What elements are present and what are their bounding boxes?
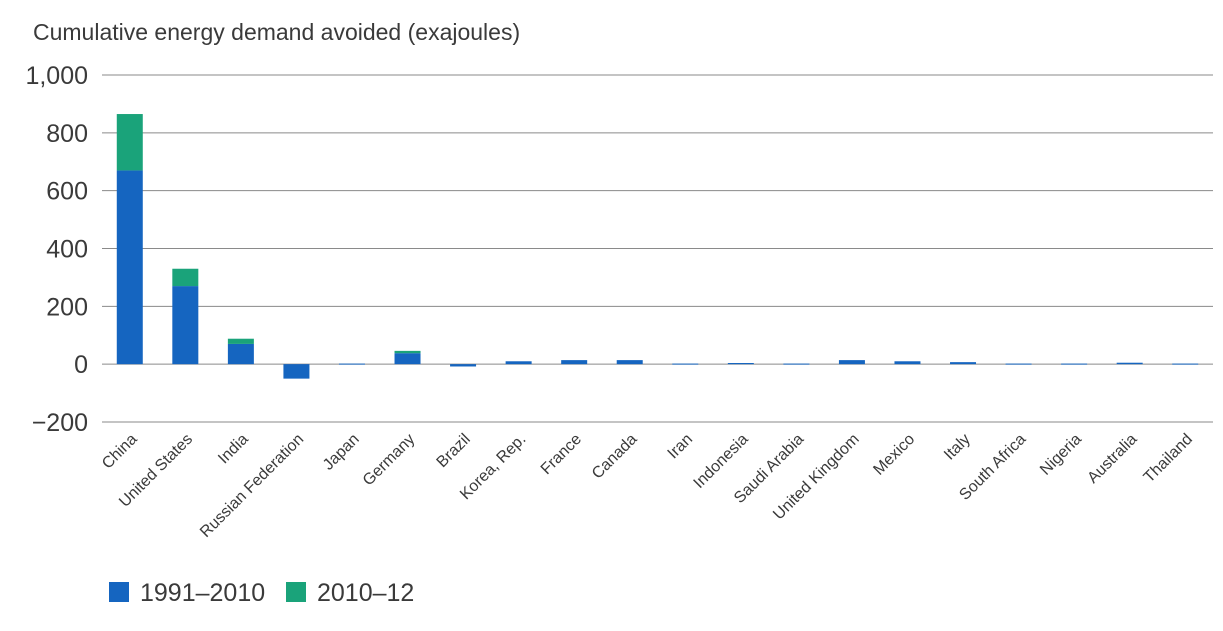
bar-series1: [838, 360, 865, 365]
bar-series2: [227, 338, 254, 344]
x-tick-label: Brazil: [434, 431, 474, 471]
bar-series1: [227, 343, 254, 365]
bar-series1: [727, 363, 754, 365]
bar-series1: [672, 363, 699, 365]
bar-series1: [116, 170, 143, 365]
x-tick-label: Italy: [941, 431, 974, 464]
bar-series1: [505, 361, 532, 365]
bar-series1: [1116, 362, 1143, 365]
bar-series1: [394, 353, 421, 365]
x-tick-label: France: [538, 431, 585, 478]
bar-series1: [283, 364, 310, 379]
legend-swatch: [109, 582, 129, 602]
x-tick-label: Australia: [1084, 431, 1140, 487]
x-tick-label: Mexico: [870, 431, 918, 479]
x-tick-label: Russian Federation: [197, 431, 307, 541]
x-tick-label: Germany: [360, 431, 419, 490]
y-tick-label: 600: [46, 178, 88, 206]
gridlines: [102, 74, 1213, 423]
y-tick-label: 0: [74, 351, 88, 379]
chart-title: Cumulative energy demand avoided (exajou…: [33, 19, 520, 45]
x-tick-label: Canada: [589, 431, 641, 483]
x-tick-label: India: [215, 431, 252, 468]
x-tick-label: China: [99, 431, 141, 473]
bar-series1: [950, 362, 977, 365]
bar-series2: [394, 350, 421, 354]
y-tick-label: −200: [32, 409, 88, 437]
bar-series1: [616, 360, 643, 365]
bar-series2: [172, 268, 199, 287]
bar-series1: [338, 363, 365, 365]
bar-series1: [783, 363, 810, 365]
x-tick-label: Nigeria: [1037, 431, 1085, 479]
y-tick-label: 400: [46, 236, 88, 264]
y-tick-label: 200: [46, 293, 88, 321]
bar-series1: [450, 364, 477, 367]
x-tick-label: Japan: [320, 431, 363, 474]
y-tick-labels: −200 0 200 400 600 800 1,000: [25, 62, 88, 437]
bar-series2: [116, 114, 143, 171]
bar-series1: [1005, 363, 1032, 365]
x-tick-label: Iran: [665, 431, 697, 463]
bar-series1: [894, 361, 921, 365]
bar-series1: [172, 286, 199, 365]
bars: [116, 114, 1199, 379]
legend-label: 1991–2010: [140, 579, 265, 607]
legend: 1991–2010 2010–12: [109, 579, 414, 607]
bar-series1: [1061, 363, 1088, 365]
legend-label: 2010–12: [317, 579, 414, 607]
y-tick-label: 1,000: [25, 62, 88, 90]
bar-series1: [561, 360, 588, 365]
y-tick-label: 800: [46, 120, 88, 148]
x-tick-label: Thailand: [1141, 431, 1196, 486]
bar-series1: [1172, 363, 1199, 365]
legend-swatch: [286, 582, 306, 602]
